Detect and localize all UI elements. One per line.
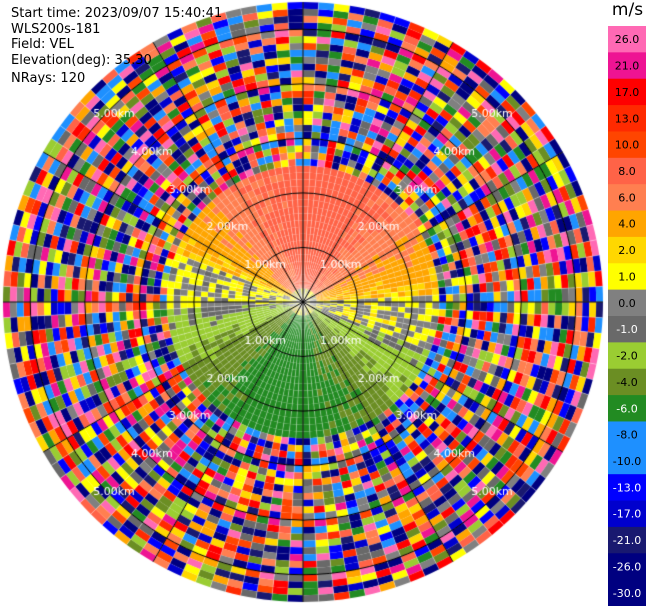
colorbar-tick-label: 0.0 — [618, 297, 636, 310]
colorbar-tick-label: 13.0 — [615, 112, 640, 125]
colorbar-swatch — [608, 579, 646, 606]
colorbar-tick-label: 2.0 — [618, 244, 636, 257]
colorbar-swatch — [608, 52, 646, 80]
colorbar-tick-label: 10.0 — [615, 139, 640, 152]
colorbar-tick-label: -21.0 — [613, 534, 641, 547]
field-label: Field: VEL — [11, 37, 74, 52]
colorbar-swatch — [608, 78, 646, 106]
colorbar-swatch — [608, 526, 646, 554]
colorbar-swatch — [608, 421, 646, 449]
colorbar-tick-label: 26.0 — [615, 33, 640, 46]
start-time-label: Start time: 2023/09/07 15:40:41 — [11, 6, 223, 21]
colorbar-tick-label: 21.0 — [615, 60, 640, 73]
colorbar-tick-label: -30.0 — [613, 587, 641, 600]
colorbar-tick-label: -8.0 — [616, 429, 637, 442]
colorbar-tick-label: -1.0 — [616, 323, 637, 336]
colorbar-tick-label: -13.0 — [613, 481, 641, 494]
colorbar-tick-label: 6.0 — [618, 191, 636, 204]
colorbar-swatch — [608, 105, 646, 132]
colorbar-swatch — [608, 263, 646, 291]
colorbar-tick-label: -17.0 — [613, 508, 641, 521]
colorbar-unit: m/s — [611, 0, 644, 20]
colorbar-tick-label: -6.0 — [616, 402, 637, 415]
ppi-velocity-plot — [0, 0, 608, 607]
nrays-label: NRays: 120 — [11, 71, 86, 86]
colorbar-swatch — [608, 26, 646, 53]
colorbar-tick-label: 4.0 — [618, 218, 636, 231]
colorbar-tick-label: 8.0 — [618, 165, 636, 178]
elevation-label: Elevation(deg): 35.30 — [11, 53, 152, 68]
colorbar-swatch — [608, 553, 646, 581]
colorbar: 26.0 21.0 17.0 13.0 10.0 8.0 6.0 4.0 2.0 1.0 0.0 -1… — [608, 26, 646, 606]
colorbar-swatch — [608, 210, 646, 238]
colorbar-tick-label: -4.0 — [616, 376, 637, 389]
colorbar-tick-label: -2.0 — [616, 350, 637, 363]
instrument-label: WLS200s-181 — [11, 22, 101, 37]
colorbar-swatch — [608, 289, 646, 317]
colorbar-swatch — [608, 368, 646, 396]
colorbar-swatch — [608, 131, 646, 159]
colorbar-swatch — [608, 500, 646, 528]
colorbar-swatch — [608, 447, 646, 475]
colorbar-swatch — [608, 342, 646, 370]
colorbar-swatch — [608, 184, 646, 212]
colorbar-tick-label: 17.0 — [615, 86, 640, 99]
colorbar-tick-label: -10.0 — [613, 455, 641, 468]
colorbar-tick-label: -26.0 — [613, 560, 641, 573]
colorbar-swatch — [608, 316, 646, 343]
colorbar-swatch — [608, 157, 646, 185]
colorbar-swatch — [608, 474, 646, 502]
colorbar-swatch — [608, 236, 646, 264]
colorbar-tick-label: 1.0 — [618, 270, 636, 283]
colorbar-swatch — [608, 395, 646, 422]
